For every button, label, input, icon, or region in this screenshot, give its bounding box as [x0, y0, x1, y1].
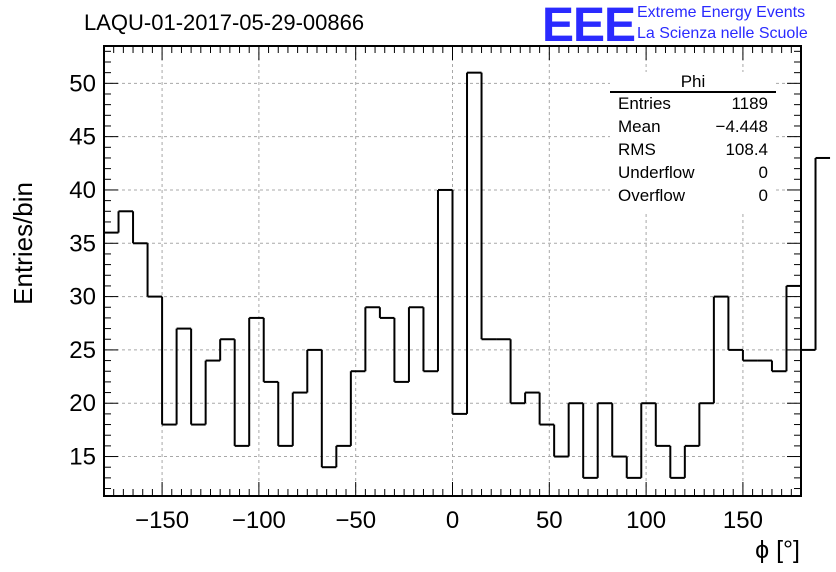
stats-row-rms: RMS 108.4	[618, 140, 768, 162]
x-tick-label: −100	[232, 507, 286, 534]
stats-value: 1189	[731, 94, 768, 113]
x-tick-label: 50	[536, 507, 563, 534]
chart-title: LAQU-01-2017-05-29-00866	[84, 10, 365, 35]
stats-key: Underflow	[618, 163, 695, 182]
y-tick-label: 20	[69, 390, 96, 417]
y-tick-label: 45	[69, 124, 96, 151]
x-tick-label: −150	[135, 507, 189, 534]
stats-key: Mean	[618, 117, 661, 136]
logo-text-line-1: Extreme Energy Events	[637, 4, 806, 21]
y-tick-label: 35	[69, 230, 96, 257]
y-tick-label: 15	[69, 444, 96, 471]
stats-row-mean: Mean −4.448	[618, 117, 768, 139]
logo-text-line-2: La Scienza nelle Scuole	[637, 25, 808, 42]
stats-value: 0	[758, 163, 768, 182]
y-axis-label: Entries/bin	[8, 182, 38, 305]
stats-value: 0	[758, 186, 768, 205]
stats-value: −4.448	[715, 117, 768, 136]
y-tick-label: 50	[69, 70, 96, 97]
stats-box-title: Phi	[680, 72, 706, 91]
stats-box-divider	[610, 91, 776, 93]
plot-frame	[103, 45, 802, 497]
x-tick-label: 100	[626, 507, 666, 534]
stats-value: 108.4	[725, 140, 768, 159]
y-tick-label: 25	[69, 337, 96, 364]
stats-row-entries: Entries 1189	[618, 94, 768, 116]
x-tick-label: 150	[723, 507, 763, 534]
x-tick-label: −50	[335, 507, 376, 534]
eee-logo-mark: EEE	[542, 0, 636, 52]
stats-row-underflow: Underflow 0	[618, 163, 768, 185]
x-tick-label: 0	[446, 507, 459, 534]
stats-row-overflow: Overflow 0	[618, 186, 768, 208]
y-tick-label: 40	[69, 177, 96, 204]
stats-key: Entries	[618, 94, 671, 113]
eee-logo: EEE Extreme Energy Events La Scienza nel…	[542, 0, 834, 52]
stats-key: Overflow	[618, 186, 686, 205]
y-tick-label: 30	[69, 284, 96, 311]
stats-box: Phi Entries 1189 Mean −4.448 RMS 108.4 U…	[610, 72, 776, 212]
stats-key: RMS	[618, 140, 656, 159]
x-axis-label: ϕ [°]	[755, 536, 800, 564]
